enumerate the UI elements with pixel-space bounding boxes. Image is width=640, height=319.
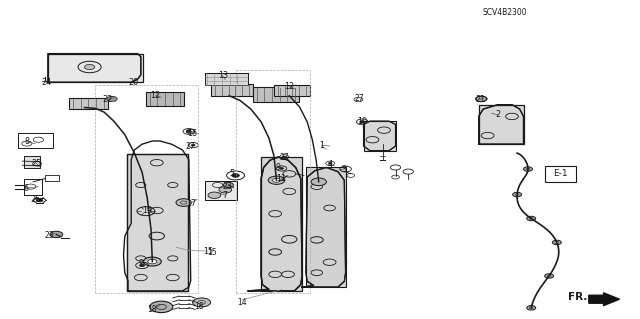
Circle shape	[524, 167, 532, 171]
Bar	[205, 181, 237, 200]
Circle shape	[36, 199, 43, 202]
Circle shape	[311, 178, 326, 186]
Text: 26: 26	[30, 195, 40, 204]
Bar	[127, 154, 188, 291]
Text: 1: 1	[319, 141, 324, 150]
Circle shape	[515, 194, 519, 196]
Bar	[261, 157, 302, 291]
Text: 10: 10	[357, 117, 367, 126]
Text: 14: 14	[237, 298, 247, 307]
Circle shape	[219, 187, 232, 193]
Bar	[24, 156, 40, 168]
Circle shape	[545, 274, 554, 278]
Bar	[205, 73, 248, 85]
Circle shape	[552, 240, 561, 245]
Text: E-1: E-1	[554, 169, 568, 178]
Bar	[274, 85, 310, 96]
Text: FR.: FR.	[568, 292, 588, 302]
Text: 22: 22	[102, 95, 113, 104]
Circle shape	[176, 199, 191, 206]
Circle shape	[193, 298, 211, 307]
Circle shape	[476, 96, 487, 102]
Circle shape	[191, 144, 195, 146]
Bar	[306, 167, 346, 287]
Text: 27: 27	[355, 94, 365, 103]
Circle shape	[526, 168, 530, 170]
Bar	[69, 98, 108, 109]
Bar	[24, 179, 42, 195]
Circle shape	[186, 130, 191, 133]
Circle shape	[328, 162, 332, 164]
Text: 2: 2	[495, 110, 500, 119]
Text: 18: 18	[195, 302, 204, 311]
Text: 6: 6	[23, 184, 28, 193]
Text: 15: 15	[207, 248, 218, 256]
Text: 5: 5	[230, 169, 235, 178]
Text: 24: 24	[42, 78, 52, 87]
Text: 21: 21	[475, 95, 485, 104]
Bar	[45, 175, 59, 181]
Circle shape	[140, 264, 145, 267]
Text: 23: 23	[222, 182, 232, 191]
Text: 23: 23	[44, 231, 54, 240]
Text: 18: 18	[148, 305, 157, 314]
Bar	[364, 121, 396, 151]
Circle shape	[527, 306, 536, 310]
Circle shape	[232, 174, 239, 177]
Bar	[18, 133, 53, 148]
Text: 12: 12	[150, 91, 161, 100]
Bar	[48, 54, 143, 82]
Text: 9: 9	[276, 163, 281, 172]
Circle shape	[223, 182, 234, 188]
Text: 19: 19	[142, 206, 152, 215]
Text: 27: 27	[186, 142, 196, 151]
Bar	[127, 154, 188, 291]
Text: 3: 3	[342, 165, 347, 174]
Bar	[146, 92, 184, 106]
Circle shape	[208, 192, 221, 198]
Text: 27: 27	[279, 153, 289, 162]
Circle shape	[547, 275, 551, 277]
Circle shape	[513, 192, 522, 197]
Circle shape	[273, 178, 280, 182]
Bar	[211, 84, 253, 96]
Text: 15: 15	[203, 247, 213, 256]
Circle shape	[268, 176, 285, 184]
Circle shape	[529, 307, 533, 309]
Circle shape	[143, 257, 161, 266]
Bar	[205, 73, 248, 85]
Text: SCV4B2300: SCV4B2300	[482, 8, 527, 17]
Bar	[205, 181, 237, 200]
Circle shape	[529, 218, 533, 219]
Circle shape	[282, 156, 286, 158]
Text: 9: 9	[138, 259, 143, 268]
Bar	[253, 87, 299, 102]
Bar	[479, 105, 524, 144]
Text: 25: 25	[31, 159, 42, 168]
Text: 8: 8	[24, 137, 29, 146]
Text: 16: 16	[187, 129, 197, 137]
Circle shape	[280, 167, 284, 169]
Text: 12: 12	[284, 82, 294, 91]
FancyArrow shape	[589, 293, 620, 306]
Text: 4: 4	[328, 160, 333, 169]
Text: 20: 20	[128, 78, 138, 87]
Text: 13: 13	[218, 71, 228, 80]
Circle shape	[150, 301, 173, 313]
Text: 7: 7	[223, 191, 228, 200]
Circle shape	[527, 216, 536, 221]
Circle shape	[84, 64, 95, 70]
Bar	[545, 166, 576, 182]
Circle shape	[360, 121, 365, 123]
Circle shape	[107, 96, 117, 101]
Circle shape	[148, 259, 157, 264]
Circle shape	[50, 231, 63, 238]
Circle shape	[555, 241, 559, 243]
Text: 11: 11	[276, 174, 287, 183]
Text: 17: 17	[186, 199, 196, 208]
